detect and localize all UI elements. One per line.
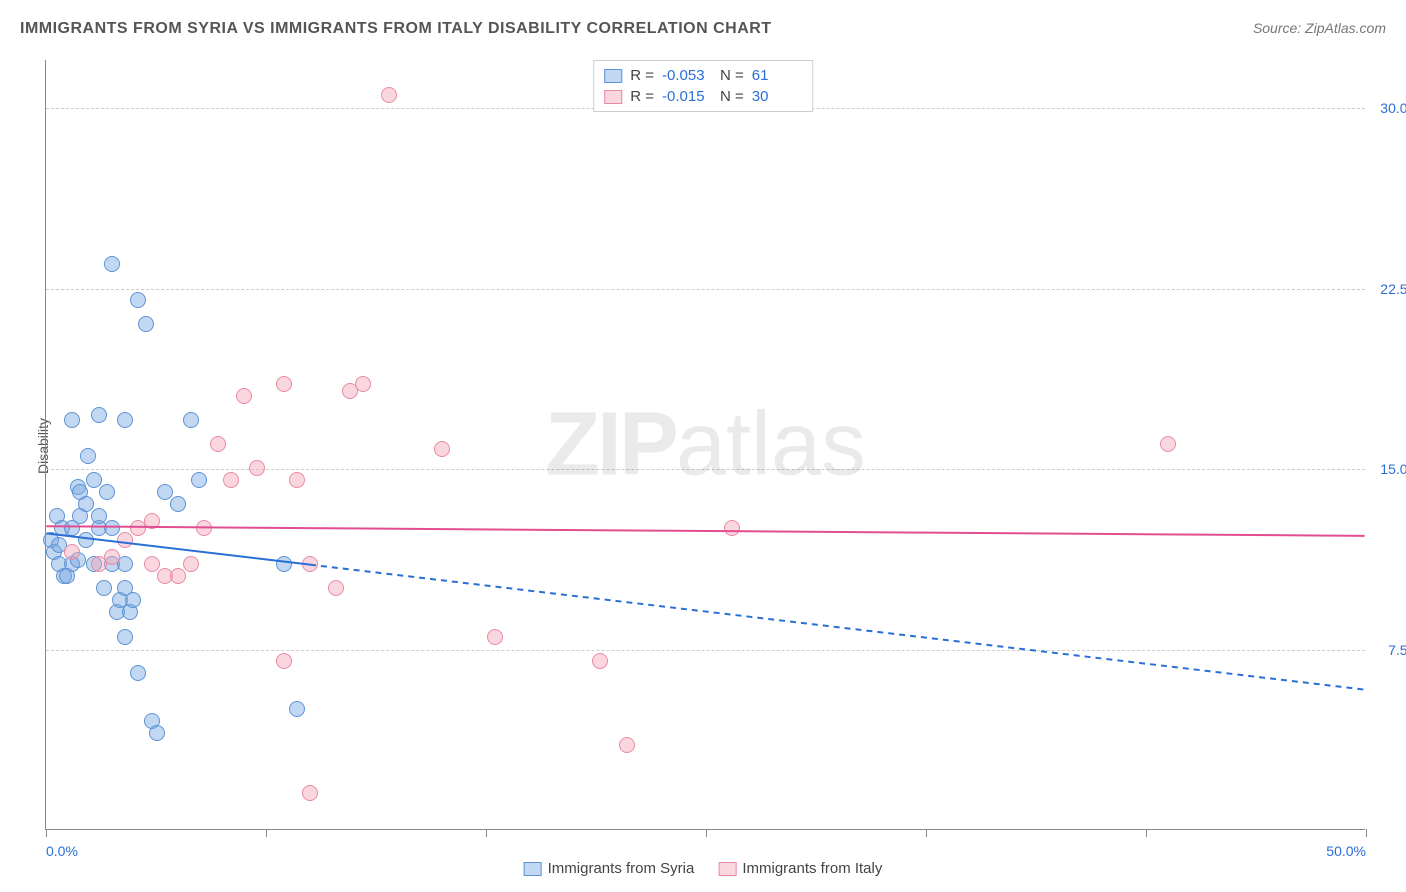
data-point bbox=[117, 629, 133, 645]
data-point bbox=[191, 472, 207, 488]
r-label: R = bbox=[630, 67, 654, 84]
data-point bbox=[144, 556, 160, 572]
x-tick bbox=[46, 829, 47, 837]
legend-swatch bbox=[604, 90, 622, 104]
data-point bbox=[104, 520, 120, 536]
data-point bbox=[236, 388, 252, 404]
legend-row: R = -0.015 N = 30 bbox=[604, 86, 802, 107]
x-tick bbox=[926, 829, 927, 837]
data-point bbox=[276, 653, 292, 669]
data-point bbox=[592, 653, 608, 669]
data-point bbox=[91, 407, 107, 423]
data-point bbox=[104, 549, 120, 565]
data-point bbox=[86, 472, 102, 488]
source-name: ZipAtlas.com bbox=[1305, 20, 1386, 36]
watermark: ZIPatlas bbox=[545, 393, 866, 496]
data-point bbox=[78, 532, 94, 548]
data-point bbox=[80, 448, 96, 464]
data-point bbox=[302, 785, 318, 801]
y-tick-label: 15.0% bbox=[1380, 461, 1406, 477]
data-point bbox=[125, 592, 141, 608]
correlation-legend: R = -0.053 N = 61 R = -0.015 N = 30 bbox=[593, 60, 813, 112]
x-tick-label: 0.0% bbox=[46, 843, 78, 859]
data-point bbox=[249, 460, 265, 476]
data-point bbox=[289, 472, 305, 488]
data-point bbox=[170, 568, 186, 584]
data-point bbox=[104, 256, 120, 272]
legend-swatch bbox=[604, 69, 622, 83]
source-attribution: Source: ZipAtlas.com bbox=[1253, 20, 1386, 36]
data-point bbox=[117, 532, 133, 548]
data-point bbox=[289, 701, 305, 717]
x-tick bbox=[486, 829, 487, 837]
n-value: 30 bbox=[752, 88, 802, 105]
data-point bbox=[78, 496, 94, 512]
y-tick-label: 30.0% bbox=[1380, 100, 1406, 116]
data-point bbox=[381, 87, 397, 103]
data-point bbox=[64, 544, 80, 560]
data-point bbox=[130, 292, 146, 308]
data-point bbox=[64, 412, 80, 428]
legend-item: Immigrants from Italy bbox=[718, 860, 882, 877]
data-point bbox=[96, 580, 112, 596]
gridline bbox=[46, 469, 1365, 470]
data-point bbox=[276, 376, 292, 392]
gridline bbox=[46, 289, 1365, 290]
data-point bbox=[210, 436, 226, 452]
watermark-bold: ZIP bbox=[545, 394, 676, 494]
data-point bbox=[117, 412, 133, 428]
data-point bbox=[130, 665, 146, 681]
legend-item: Immigrants from Syria bbox=[524, 860, 695, 877]
data-point bbox=[59, 568, 75, 584]
gridline bbox=[46, 650, 1365, 651]
data-point bbox=[144, 513, 160, 529]
series-name: Immigrants from Italy bbox=[742, 860, 882, 877]
x-tick-label: 50.0% bbox=[1326, 843, 1366, 859]
series-legend: Immigrants from Syria Immigrants from Ita… bbox=[524, 860, 883, 877]
x-tick bbox=[1366, 829, 1367, 837]
data-point bbox=[223, 472, 239, 488]
n-label: N = bbox=[720, 67, 744, 84]
x-tick bbox=[706, 829, 707, 837]
legend-swatch bbox=[524, 862, 542, 876]
watermark-light: atlas bbox=[676, 394, 866, 494]
data-point bbox=[157, 484, 173, 500]
chart-title: IMMIGRANTS FROM SYRIA VS IMMIGRANTS FROM… bbox=[20, 20, 772, 38]
data-point bbox=[91, 508, 107, 524]
x-tick bbox=[1146, 829, 1147, 837]
data-point bbox=[183, 556, 199, 572]
data-point bbox=[276, 556, 292, 572]
n-label: N = bbox=[720, 88, 744, 105]
data-point bbox=[170, 496, 186, 512]
r-value: -0.053 bbox=[662, 67, 712, 84]
legend-swatch bbox=[718, 862, 736, 876]
data-point bbox=[149, 725, 165, 741]
y-tick-label: 7.5% bbox=[1388, 642, 1406, 658]
data-point bbox=[342, 383, 358, 399]
x-tick bbox=[266, 829, 267, 837]
data-point bbox=[434, 441, 450, 457]
legend-row: R = -0.053 N = 61 bbox=[604, 65, 802, 86]
series-name: Immigrants from Syria bbox=[548, 860, 695, 877]
data-point bbox=[1160, 436, 1176, 452]
r-label: R = bbox=[630, 88, 654, 105]
data-point bbox=[302, 556, 318, 572]
data-point bbox=[183, 412, 199, 428]
data-point bbox=[328, 580, 344, 596]
n-value: 61 bbox=[752, 67, 802, 84]
data-point bbox=[99, 484, 115, 500]
data-point bbox=[619, 737, 635, 753]
r-value: -0.015 bbox=[662, 88, 712, 105]
chart-plot-area: ZIPatlas 7.5%15.0%22.5%30.0%0.0%50.0% bbox=[45, 60, 1365, 830]
data-point bbox=[196, 520, 212, 536]
source-prefix: Source: bbox=[1253, 20, 1305, 36]
data-point bbox=[487, 629, 503, 645]
y-tick-label: 22.5% bbox=[1380, 281, 1406, 297]
data-point bbox=[724, 520, 740, 536]
data-point bbox=[138, 316, 154, 332]
